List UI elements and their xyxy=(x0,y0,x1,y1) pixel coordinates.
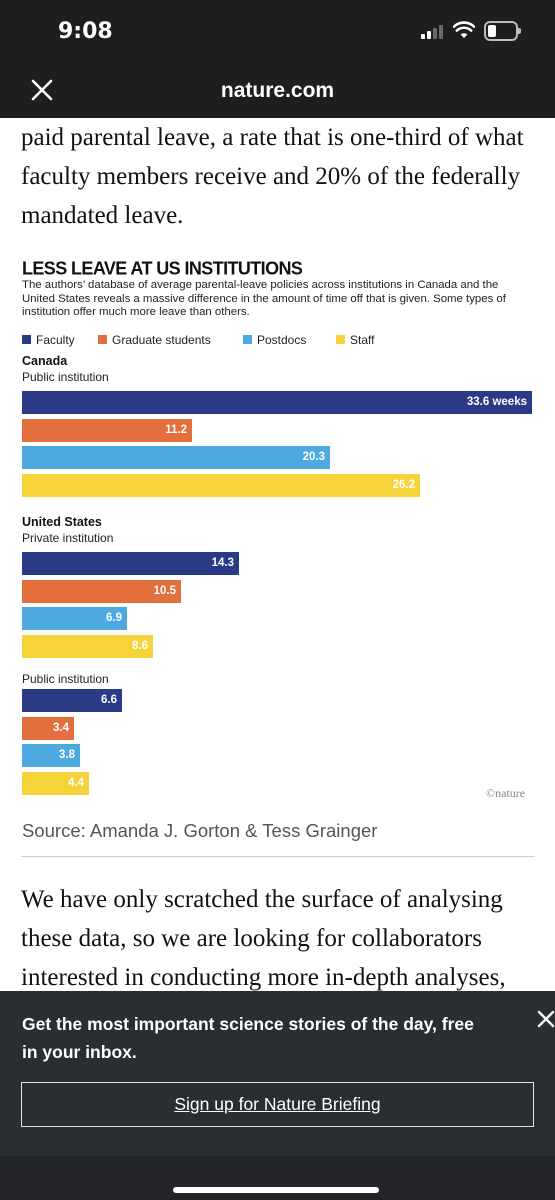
home-bar-area xyxy=(0,1156,555,1200)
article-paragraph: paid parental leave, a rate that is one-… xyxy=(21,124,524,229)
bar-value-label: 33.6 weeks xyxy=(466,396,527,408)
legend-swatch xyxy=(336,335,345,344)
bar-value-label: 6.6 xyxy=(101,694,117,706)
bar-graduate-students: 3.4 xyxy=(22,716,74,740)
legend-item-staff: Staff xyxy=(336,333,374,347)
bar-value-label: 26.2 xyxy=(392,478,415,491)
bar-faculty: 14.3 xyxy=(22,552,239,575)
legend-label: Faculty xyxy=(36,333,75,347)
group-institution-us-private: Private institution xyxy=(22,531,114,545)
bar-value-label: 8.6 xyxy=(132,639,148,652)
legend-swatch xyxy=(98,335,107,344)
legend-label: Staff xyxy=(350,333,375,347)
legend-item-postdocs: Postdocs xyxy=(243,333,306,347)
legend-label: Graduate students xyxy=(112,333,211,347)
group-country-us: United States xyxy=(22,515,102,529)
bar-postdocs: 6.9 xyxy=(22,607,127,630)
bar-staff: 8.6 xyxy=(22,634,153,658)
bar-postdocs: 3.8 xyxy=(22,744,80,767)
chart-subtitle: The authors’ database of average parenta… xyxy=(22,279,506,318)
legend-item-graduate-students: Graduate students xyxy=(98,333,211,347)
chart-source: Source: Amanda J. Gorton & Tess Grainger xyxy=(22,820,378,841)
bar-postdocs: 20.3 xyxy=(22,446,330,469)
chart-credit: ©nature xyxy=(486,786,526,800)
bar-staff: 4.4 xyxy=(22,771,89,795)
bar-staff: 26.2 xyxy=(22,473,420,497)
browser-chrome: 9:08 nature.com xyxy=(0,0,555,118)
close-icon[interactable] xyxy=(536,1009,555,1029)
group-institution-us-public: Public institution xyxy=(22,672,109,686)
bar-value-label: 11.2 xyxy=(165,423,187,436)
chart-title: LESS LEAVE AT US INSTITUTIONS xyxy=(22,257,303,279)
cellular-signal-icon xyxy=(421,23,447,39)
divider xyxy=(21,856,535,857)
bar-value-label: 3.8 xyxy=(59,749,75,761)
bar-value-label: 4.4 xyxy=(68,776,84,789)
group-institution-canada-public: Public institution xyxy=(22,370,109,384)
legend-swatch xyxy=(22,335,31,344)
home-indicator[interactable] xyxy=(173,1187,379,1193)
signup-button[interactable]: Sign up for Nature Briefing xyxy=(21,1082,534,1127)
legend-label: Postdocs xyxy=(257,333,307,347)
bar-value-label: 6.9 xyxy=(106,612,122,624)
legend-swatch xyxy=(243,335,252,344)
bar-faculty: 6.6 xyxy=(22,689,122,712)
status-time: 9:08 xyxy=(58,19,113,44)
legend-item-faculty: Faculty xyxy=(22,333,75,347)
newsletter-banner: Get the most important science stories o… xyxy=(0,991,555,1156)
battery-icon xyxy=(484,21,521,41)
bar-value-label: 3.4 xyxy=(53,721,69,734)
bar-value-label: 14.3 xyxy=(211,557,234,569)
newsletter-text: Get the most important science stories o… xyxy=(22,1014,474,1062)
site-domain: nature.com xyxy=(220,79,335,102)
bar-value-label: 20.3 xyxy=(302,451,325,463)
close-icon[interactable] xyxy=(30,78,54,102)
bar-faculty: 33.6 weeks xyxy=(22,391,532,414)
group-country-canada: Canada xyxy=(22,354,68,368)
bar-graduate-students: 10.5 xyxy=(22,579,181,603)
wifi-icon xyxy=(453,21,475,38)
bar-graduate-students: 11.2 xyxy=(22,418,192,442)
bar-value-label: 10.5 xyxy=(153,584,176,597)
article-paragraph: We have only scratched the surface of an… xyxy=(21,886,506,991)
